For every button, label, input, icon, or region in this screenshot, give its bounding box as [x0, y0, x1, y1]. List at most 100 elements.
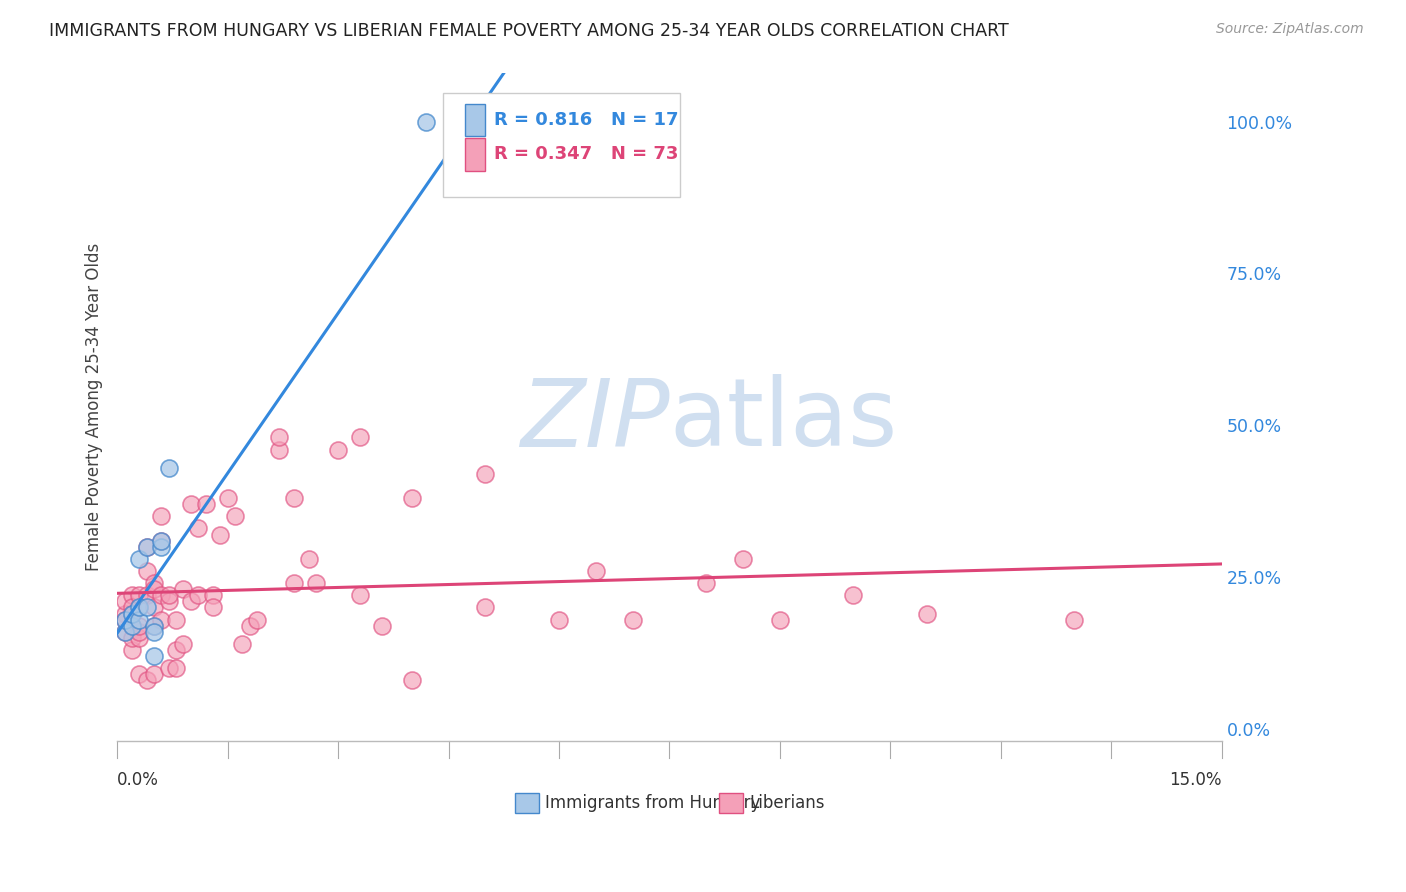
Point	[135, 600, 157, 615]
Point	[143, 648, 166, 663]
Point	[128, 600, 150, 615]
Point	[128, 613, 150, 627]
Point	[474, 600, 496, 615]
Point	[135, 588, 157, 602]
Point	[121, 607, 143, 621]
Point	[128, 631, 150, 645]
Point	[180, 497, 202, 511]
Point	[128, 552, 150, 566]
Point	[371, 618, 394, 632]
Text: R = 0.347   N = 73: R = 0.347 N = 73	[494, 145, 678, 163]
Point	[172, 637, 194, 651]
Text: R = 0.816   N = 17: R = 0.816 N = 17	[494, 111, 678, 128]
Point	[121, 643, 143, 657]
Point	[474, 467, 496, 481]
FancyBboxPatch shape	[443, 93, 681, 196]
Text: 0.0%: 0.0%	[117, 771, 159, 789]
Text: Source: ZipAtlas.com: Source: ZipAtlas.com	[1216, 22, 1364, 37]
Point	[165, 613, 187, 627]
Point	[246, 613, 269, 627]
Point	[135, 564, 157, 578]
Point	[621, 613, 644, 627]
Point	[209, 527, 232, 541]
Point	[121, 588, 143, 602]
Point	[121, 607, 143, 621]
Point	[150, 533, 173, 548]
Text: ZIP: ZIP	[520, 375, 669, 466]
Point	[239, 618, 262, 632]
Text: Immigrants from Hungary: Immigrants from Hungary	[544, 794, 761, 812]
Point	[305, 576, 328, 591]
Point	[143, 618, 166, 632]
Point	[187, 588, 209, 602]
Point	[121, 618, 143, 632]
Point	[150, 533, 173, 548]
Point	[915, 607, 938, 621]
Point	[548, 613, 571, 627]
Bar	[515, 792, 538, 813]
Point	[150, 509, 173, 524]
Point	[114, 624, 136, 639]
Point	[349, 588, 371, 602]
Point	[128, 624, 150, 639]
Point	[143, 624, 166, 639]
Point	[298, 552, 321, 566]
Point	[1063, 613, 1085, 627]
Point	[201, 588, 224, 602]
Point	[326, 442, 349, 457]
Point	[731, 552, 754, 566]
Point	[114, 613, 136, 627]
Point	[150, 588, 173, 602]
Point	[135, 540, 157, 554]
Text: 15.0%: 15.0%	[1170, 771, 1222, 789]
Point	[157, 661, 180, 675]
Point	[157, 460, 180, 475]
Point	[269, 442, 291, 457]
Point	[269, 430, 291, 444]
Point	[143, 582, 166, 597]
Point	[231, 637, 253, 651]
Point	[143, 667, 166, 681]
Point	[283, 491, 305, 505]
Point	[114, 613, 136, 627]
Point	[695, 576, 717, 591]
Point	[143, 576, 166, 591]
Point	[135, 540, 157, 554]
Point	[143, 618, 166, 632]
Bar	[465, 138, 485, 170]
Point	[180, 594, 202, 608]
Point	[157, 588, 180, 602]
Bar	[465, 103, 485, 136]
Point	[194, 497, 217, 511]
Point	[769, 613, 792, 627]
Point	[114, 594, 136, 608]
Point	[842, 588, 865, 602]
Point	[114, 624, 136, 639]
Point	[121, 600, 143, 615]
Point	[415, 114, 437, 128]
Point	[114, 607, 136, 621]
Point	[217, 491, 239, 505]
Point	[489, 127, 512, 141]
Point	[401, 491, 423, 505]
Point	[135, 673, 157, 688]
Point	[150, 540, 173, 554]
Text: Liberians: Liberians	[749, 794, 824, 812]
Point	[283, 576, 305, 591]
Y-axis label: Female Poverty Among 25-34 Year Olds: Female Poverty Among 25-34 Year Olds	[86, 243, 103, 571]
Point	[150, 613, 173, 627]
Point	[224, 509, 246, 524]
Point	[128, 600, 150, 615]
Point	[187, 521, 209, 535]
Text: IMMIGRANTS FROM HUNGARY VS LIBERIAN FEMALE POVERTY AMONG 25-34 YEAR OLDS CORRELA: IMMIGRANTS FROM HUNGARY VS LIBERIAN FEMA…	[49, 22, 1010, 40]
Point	[128, 588, 150, 602]
Point	[201, 600, 224, 615]
Bar	[718, 792, 744, 813]
Point	[121, 631, 143, 645]
Point	[128, 667, 150, 681]
Point	[585, 564, 607, 578]
Point	[172, 582, 194, 597]
Point	[401, 673, 423, 688]
Point	[349, 430, 371, 444]
Text: atlas: atlas	[669, 375, 897, 467]
